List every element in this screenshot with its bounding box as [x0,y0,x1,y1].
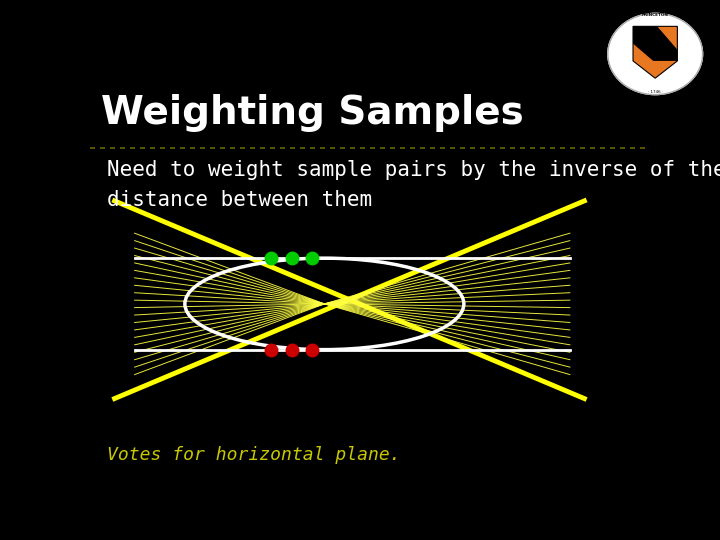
Circle shape [608,14,703,94]
Text: Need to weight sample pairs by the inverse of the
distance between them: Need to weight sample pairs by the inver… [107,160,720,210]
Text: Votes for horizontal plane.: Votes for horizontal plane. [107,446,400,464]
Text: · 1746 ·: · 1746 · [647,90,663,94]
Text: Weighting Samples: Weighting Samples [101,94,524,132]
Text: PRINCETON: PRINCETON [642,14,669,17]
Polygon shape [633,26,678,78]
Polygon shape [633,26,678,61]
